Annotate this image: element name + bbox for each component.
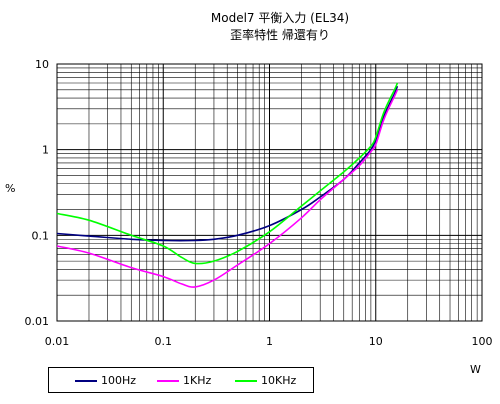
y-tick-label: 0.1 <box>32 229 50 242</box>
x-tick-labels: 0.01 0.1 1 10 100 <box>45 335 493 348</box>
legend-label-10khz: 10KHz <box>261 374 297 387</box>
y-axis-label: % <box>5 182 16 195</box>
x-tick-label: 10 <box>369 335 383 348</box>
series-line-10khz <box>56 82 399 265</box>
chart-subtitle: 歪率特性 帰還有り <box>230 28 330 42</box>
x-tick-label: 0.01 <box>45 335 70 348</box>
chart-series <box>56 82 399 288</box>
y-tick-label: 1 <box>42 144 49 157</box>
chart-title: Model7 平衡入力 (EL34) <box>210 11 350 25</box>
legend-swatch-10khz <box>235 380 257 382</box>
plot-border <box>56 63 483 322</box>
y-tick-label: 10 <box>35 58 49 71</box>
legend-label-100hz: 100Hz <box>101 374 137 387</box>
legend-swatch-1khz <box>157 380 179 382</box>
x-tick-label: 0.1 <box>155 335 173 348</box>
chart-grid <box>56 64 482 322</box>
x-axis-label: W <box>470 363 481 376</box>
y-tick-label: 0.01 <box>25 315 50 328</box>
series-line-1khz <box>56 89 399 288</box>
x-tick-label: 1 <box>266 335 273 348</box>
series-line-100hz <box>56 85 399 242</box>
x-tick-label: 100 <box>472 335 493 348</box>
chart-legend: 100Hz 1KHz 10KHz <box>48 367 314 393</box>
y-tick-labels: 0.01 0.1 1 10 <box>25 58 50 328</box>
legend-label-1khz: 1KHz <box>183 374 212 387</box>
legend-swatch-100hz <box>75 380 97 382</box>
